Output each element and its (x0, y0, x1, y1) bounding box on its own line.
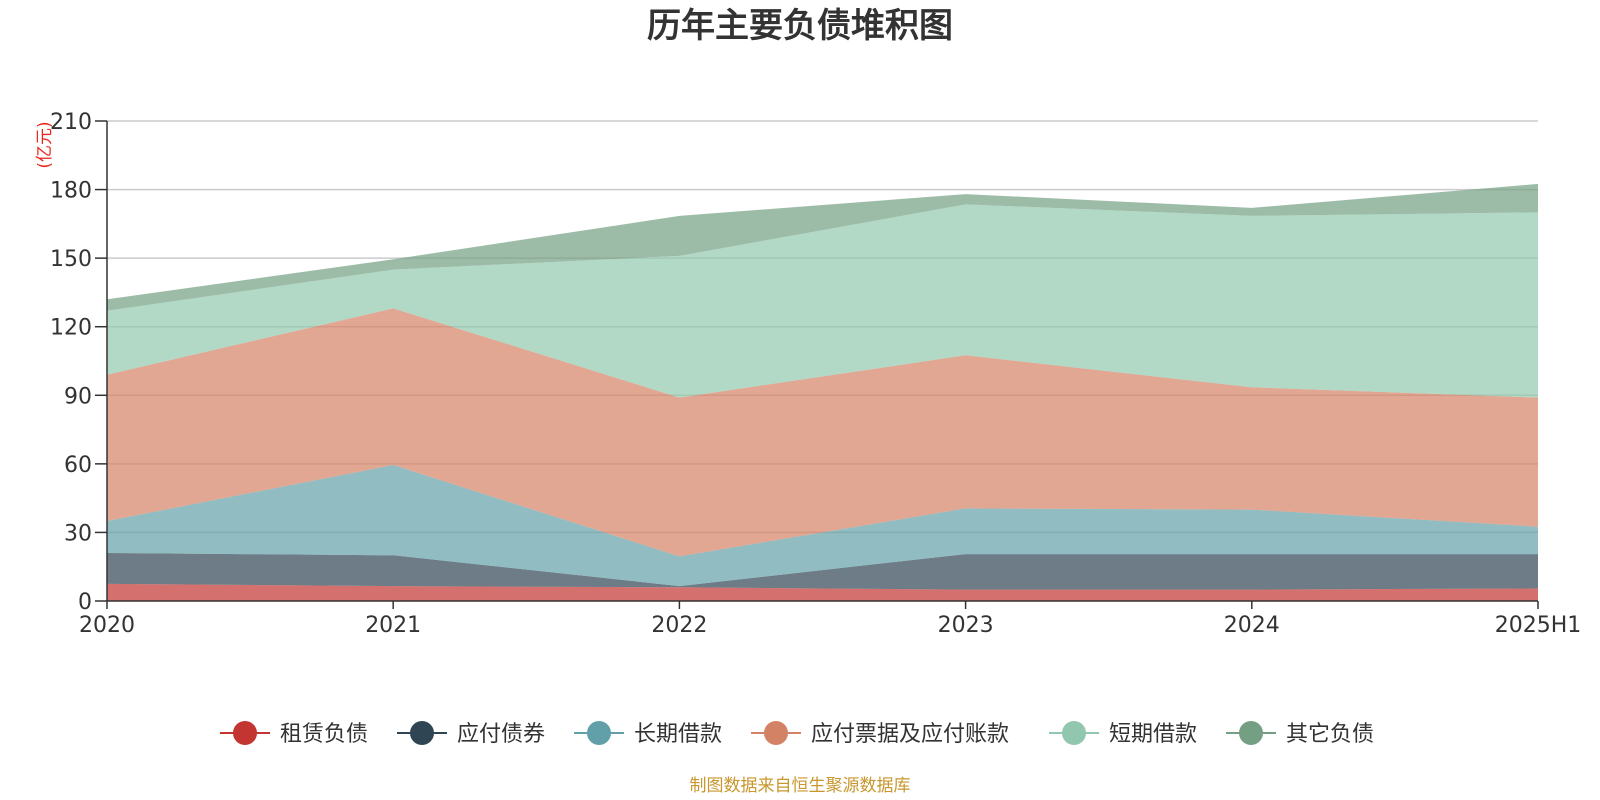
y-axis-unit-label: (亿元) (35, 121, 55, 168)
area-series (107, 204, 1538, 398)
area-series (107, 553, 1538, 590)
legend-item[interactable]: 应付债券 (397, 721, 545, 747)
y-tick-label: 60 (64, 453, 92, 478)
legend-item[interactable]: 租赁负债 (220, 721, 368, 747)
legend-label: 长期借款 (634, 722, 722, 747)
y-tick-label: 210 (50, 110, 92, 135)
y-tick-label: 120 (50, 316, 92, 341)
areas (107, 183, 1538, 601)
legend-marker (764, 721, 788, 745)
y-tick-label: 150 (50, 247, 92, 272)
legend-label: 其它负债 (1286, 722, 1374, 747)
axes: 0 30 60 90 120 150 180 210 2020 2021 2022 2023 2024 2… (50, 110, 1581, 638)
legend-marker (410, 721, 434, 745)
y-tick-label: 180 (50, 179, 92, 204)
x-tick-label: 2024 (1224, 613, 1280, 638)
legend-item[interactable]: 应付票据及应付账款 (751, 721, 1009, 747)
legend-item[interactable]: 其它负债 (1226, 721, 1374, 747)
area-series (107, 465, 1538, 587)
x-tick-label: 2020 (79, 613, 135, 638)
x-tick-label: 2025H1 (1495, 613, 1582, 638)
area-series (107, 308, 1538, 557)
legend-label: 租赁负债 (280, 722, 368, 747)
y-tick-label: 0 (78, 590, 92, 615)
legend: 租赁负债 应付债券 长期借款 应付票据及应付账款 短期借款 其它负债 (220, 721, 1374, 747)
y-tick-label: 30 (64, 521, 92, 546)
legend-marker (1062, 721, 1086, 745)
legend-item[interactable]: 短期借款 (1049, 721, 1197, 747)
legend-marker (587, 721, 611, 745)
x-tick-label: 2023 (938, 613, 994, 638)
legend-label: 应付票据及应付账款 (811, 722, 1009, 747)
legend-label: 应付债券 (457, 722, 545, 747)
x-tick-label: 2022 (651, 613, 707, 638)
area-series (107, 583, 1538, 601)
legend-marker (233, 721, 257, 745)
data-source-note: 制图数据来自恒生聚源数据库 (690, 776, 911, 796)
legend-item[interactable]: 长期借款 (574, 721, 722, 747)
legend-label: 短期借款 (1109, 722, 1197, 747)
area-series (107, 183, 1538, 311)
chart-title: 历年主要负债堆积图 (647, 6, 953, 46)
y-tick-label: 90 (64, 384, 92, 409)
x-tick-label: 2021 (365, 613, 421, 638)
legend-marker (1239, 721, 1263, 745)
